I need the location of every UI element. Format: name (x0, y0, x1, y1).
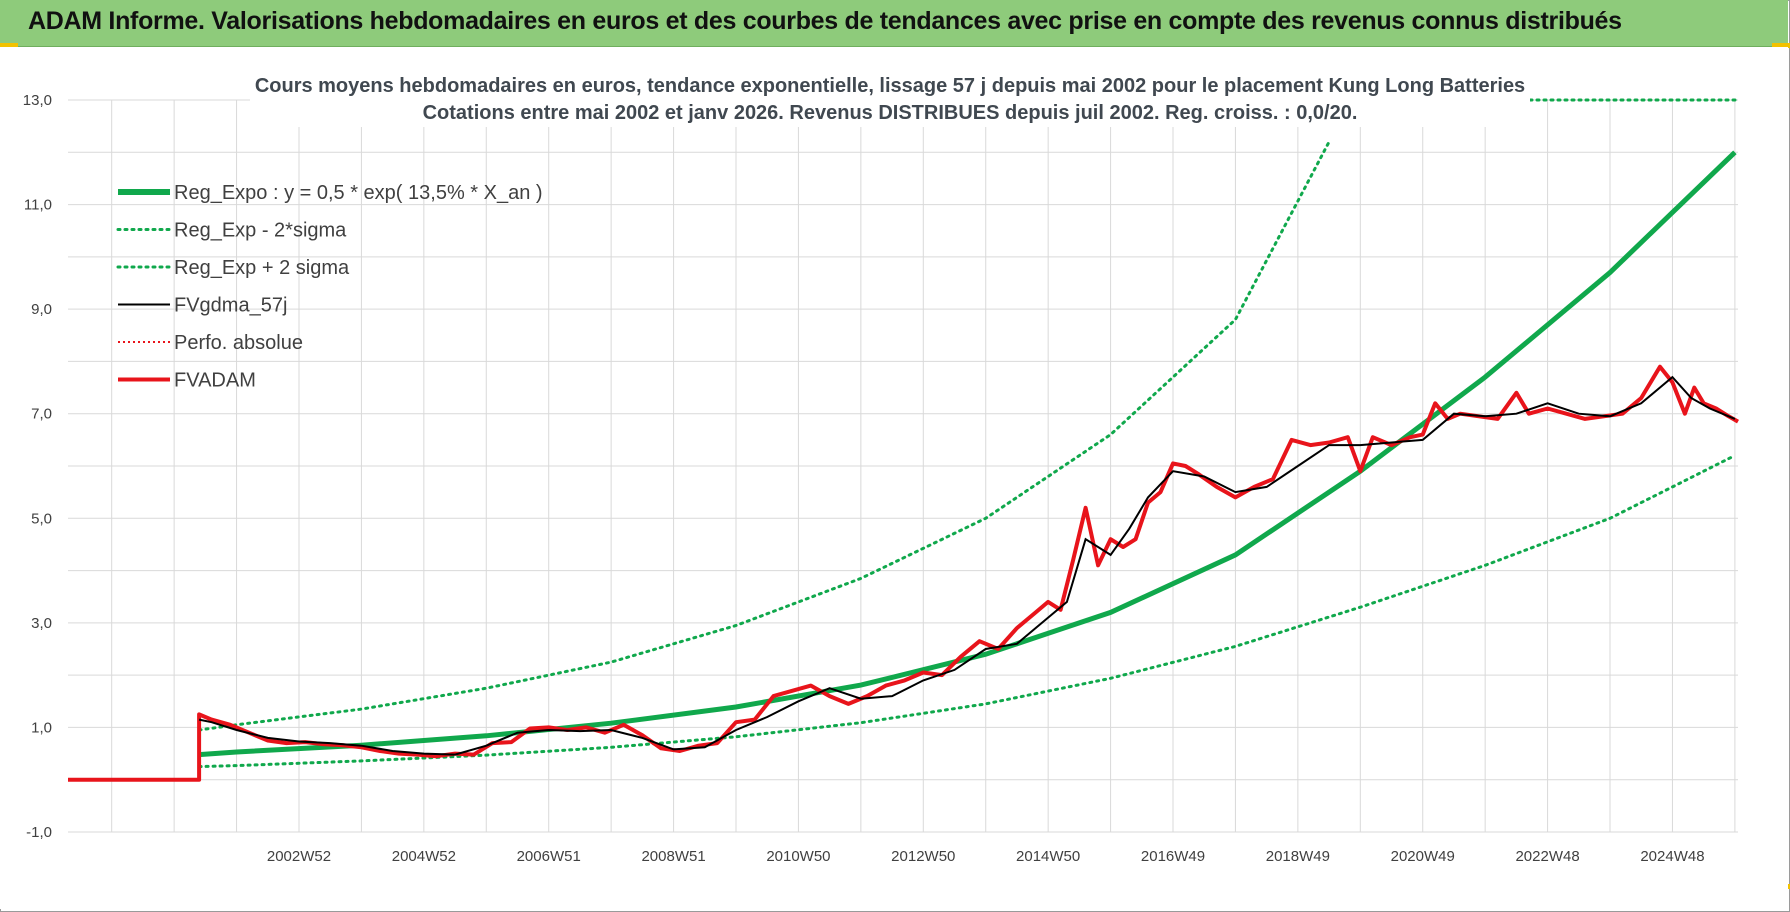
x-tick-label: 2016W49 (1141, 848, 1205, 865)
x-tick-label: 2004W52 (392, 848, 456, 865)
chart-title-line2: Cotations entre mai 2002 et janv 2026. R… (423, 102, 1358, 124)
series-line-reg-exp-2-sigma (197, 140, 1331, 732)
report-banner: ADAM Informe. Valorisations hebdomadaire… (0, 0, 1788, 47)
x-tick-label: 2006W51 (517, 848, 581, 865)
legend-label-reg-expo-y-0-5-exp-13-5-x-an: Reg_Expo : y = 0,5 * exp( 13,5% * X_an ) (174, 182, 543, 204)
x-tick-label: 2024W48 (1640, 848, 1704, 865)
chart-title-line1: Cours moyens hebdomadaires en euros, ten… (255, 75, 1525, 97)
y-tick-label: 11,0 (24, 197, 52, 214)
series-line-reg-exp-2-sigma (197, 454, 1737, 769)
y-tick-label: 3,0 (31, 615, 52, 632)
x-tick-label: 2012W50 (891, 848, 955, 865)
x-tick-label: 2010W50 (766, 848, 830, 865)
legend-label-fvadam: FVADAM (174, 370, 256, 392)
x-tick-label: 2008W51 (641, 848, 705, 865)
legend-label-reg-exp-2-sigma: Reg_Exp + 2 sigma (174, 257, 350, 279)
line-chart: -1,0 1,0 3,0 5,0 7,0 9,0 11,0 13,0 2002W52 2004W5… (0, 47, 1788, 909)
y-tick-label: 1,0 (31, 719, 52, 736)
y-tick-label: -1,0 (26, 824, 52, 841)
x-tick-label: 2018W49 (1266, 848, 1330, 865)
legend: Reg_Expo : y = 0,5 * exp( 13,5% * X_an )… (116, 182, 543, 392)
x-tick-label: 2014W50 (1016, 848, 1080, 865)
y-tick-label: 7,0 (31, 406, 52, 423)
corner-mark-top-right (1772, 43, 1790, 48)
legend-label-perfo-absolue: Perfo. absolue (174, 332, 303, 354)
legend-label-reg-exp-2-sigma: Reg_Exp - 2*sigma (174, 220, 347, 242)
y-tick-label: 9,0 (31, 301, 52, 318)
y-tick-label: 13,0 (23, 92, 52, 109)
report-title: ADAM Informe. Valorisations hebdomadaire… (28, 7, 1622, 35)
x-tick-label: 2002W52 (267, 848, 331, 865)
series-line-reg-expo-y-0-5-exp-13-5-x-an (198, 150, 1737, 758)
series-line-fvgdma-57j (198, 375, 1736, 756)
plot-background (0, 47, 1788, 909)
title-background (250, 65, 1530, 127)
y-tick-label: 5,0 (31, 510, 52, 527)
chart-title: Cours moyens hebdomadaires en euros, ten… (250, 65, 1530, 127)
corner-mark-top-left (0, 43, 18, 48)
x-tick-label: 2022W48 (1515, 848, 1579, 865)
x-tick-label: 2020W49 (1391, 848, 1455, 865)
series (68, 98, 1740, 782)
legend-label-fvgdma-57j: FVgdma_57j (174, 295, 287, 317)
axes: -1,0 1,0 3,0 5,0 7,0 9,0 11,0 13,0 2002W52 2004W5… (23, 92, 1705, 865)
